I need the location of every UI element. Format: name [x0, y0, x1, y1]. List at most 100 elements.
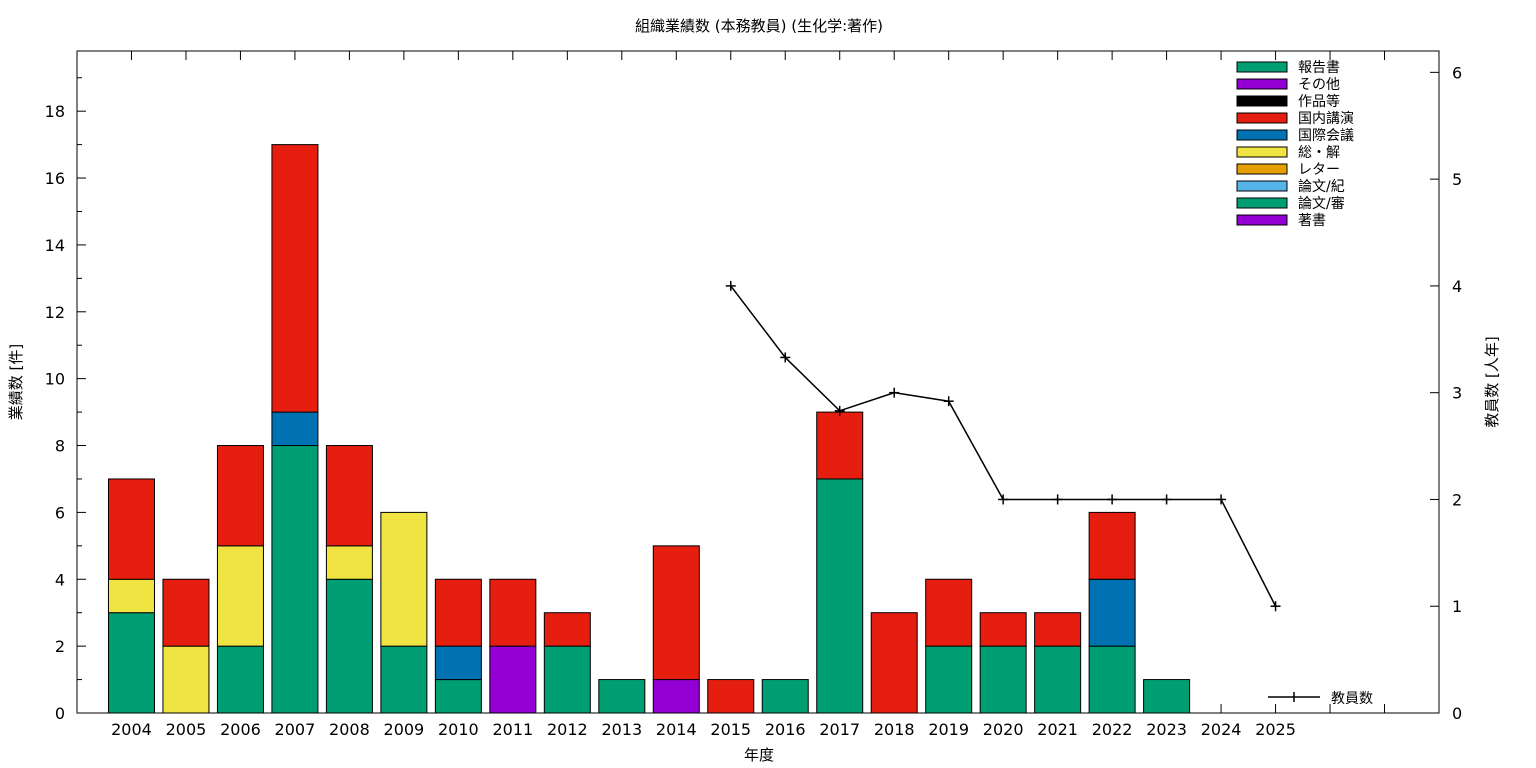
x-tick-label: 2019 — [928, 720, 969, 739]
legend-label: 国内講演 — [1298, 111, 1354, 127]
bar-segment — [1034, 645, 1082, 714]
y-tick-label: 8 — [55, 437, 65, 456]
x-tick-label: 2016 — [765, 720, 806, 739]
x-tick-label: 2018 — [874, 720, 915, 739]
bar-segment — [216, 645, 264, 714]
legend-label: 著書 — [1298, 213, 1326, 229]
bar-segment — [162, 645, 210, 714]
bar-segment — [380, 645, 428, 714]
legend-swatch — [1236, 112, 1288, 124]
y2-tick-label: 3 — [1452, 384, 1462, 403]
y-tick-label: 2 — [55, 637, 65, 656]
legend-swatch — [1236, 78, 1288, 90]
line-point — [889, 387, 900, 398]
y2-tick-label: 4 — [1452, 277, 1462, 296]
y-tick-label: 18 — [45, 102, 65, 121]
bar-segment — [325, 545, 373, 580]
bar-segment — [925, 645, 973, 714]
x-axis-label: 年度 — [744, 746, 774, 764]
bar-segment — [107, 578, 155, 614]
line-legend-label: 教員数 — [1331, 691, 1373, 707]
y2-tick-label: 1 — [1452, 597, 1462, 616]
bar-segment — [707, 679, 755, 714]
legend-swatch — [1236, 163, 1288, 175]
legend-label: 総・解 — [1298, 145, 1340, 161]
line-point — [1270, 601, 1281, 612]
x-tick-label: 2017 — [819, 720, 860, 739]
bar-segment — [1088, 645, 1136, 714]
bar-segment — [979, 612, 1027, 647]
x-tick-label: 2005 — [166, 720, 207, 739]
legend-swatch — [1236, 197, 1288, 209]
line-point — [1161, 494, 1172, 505]
bar-segment — [652, 679, 700, 714]
bar-segment — [1143, 679, 1191, 714]
bar-segment — [107, 478, 155, 580]
line-point — [1107, 494, 1118, 505]
bar-segment — [271, 144, 319, 413]
line-point — [998, 494, 1009, 505]
line-path — [730, 285, 1277, 607]
legend-swatch — [1236, 146, 1288, 158]
legend-swatch — [1236, 180, 1288, 192]
x-tick-label: 2022 — [1092, 720, 1133, 739]
bar-segment — [652, 545, 700, 681]
bar-segment — [489, 578, 537, 647]
y2-tick-label: 5 — [1452, 170, 1462, 189]
y2-axis-label: 教員数 [人年] — [1483, 336, 1501, 427]
x-tick-label: 2020 — [983, 720, 1024, 739]
legend-swatch — [1236, 61, 1288, 73]
y-tick-label: 16 — [45, 169, 65, 188]
line-point — [780, 352, 791, 363]
bar-segment — [598, 679, 646, 714]
bar-segment — [870, 612, 918, 714]
y2-tick-label: 6 — [1452, 63, 1462, 82]
y2-tick-label: 0 — [1452, 704, 1462, 723]
bar-segment — [107, 612, 155, 714]
legend-swatch — [1236, 129, 1288, 141]
line-point — [725, 280, 736, 291]
bar-segment — [434, 679, 482, 714]
legend-label: 国際会議 — [1298, 127, 1354, 144]
bar-segment — [325, 578, 373, 714]
line-series-group — [725, 280, 1281, 612]
x-tick-label: 2021 — [1037, 720, 1078, 739]
bars-group — [107, 144, 1191, 714]
bar-segment — [434, 645, 482, 681]
x-tick-label: 2006 — [220, 720, 261, 739]
x-tick-label: 2004 — [111, 720, 152, 739]
bar-segment — [162, 578, 210, 647]
x-tick-label: 2014 — [656, 720, 697, 739]
line-point — [834, 405, 845, 416]
legend-label: 報告書 — [1298, 60, 1340, 76]
x-tick-label: 2012 — [547, 720, 588, 739]
x-tick-label: 2025 — [1255, 720, 1296, 739]
x-tick-label: 2024 — [1201, 720, 1242, 739]
bar-segment — [543, 645, 591, 714]
bar-segment — [380, 511, 428, 647]
y2-tick-labels: 0 1 2 3 4 5 6 — [1452, 63, 1462, 723]
y-axis-label: 業績数 [件] — [7, 344, 25, 420]
y-tick-label: 12 — [45, 303, 65, 322]
bar-segment — [761, 679, 809, 714]
bar-segment — [816, 411, 864, 480]
y-tick-label: 0 — [55, 704, 65, 723]
legend-swatch — [1236, 95, 1288, 107]
y-tick-label: 6 — [55, 503, 65, 522]
x-tick-label: 2007 — [275, 720, 316, 739]
bar-segment — [816, 478, 864, 714]
line-point — [943, 396, 954, 407]
x-tick-labels: 2004 2005 2006 2007 2008 2009 2010 2011 2012 2013… — [111, 720, 1296, 739]
x-tick-label: 2010 — [438, 720, 479, 739]
x-tick-label: 2013 — [601, 720, 642, 739]
bar-segment — [1034, 612, 1082, 647]
line-point — [1052, 494, 1063, 505]
bar-segment — [979, 645, 1027, 714]
bar-segment — [489, 645, 537, 714]
legend-label: レター — [1298, 162, 1340, 178]
bar-segment — [543, 612, 591, 647]
x-tick-label: 2011 — [492, 720, 533, 739]
bar-segment — [925, 578, 973, 647]
